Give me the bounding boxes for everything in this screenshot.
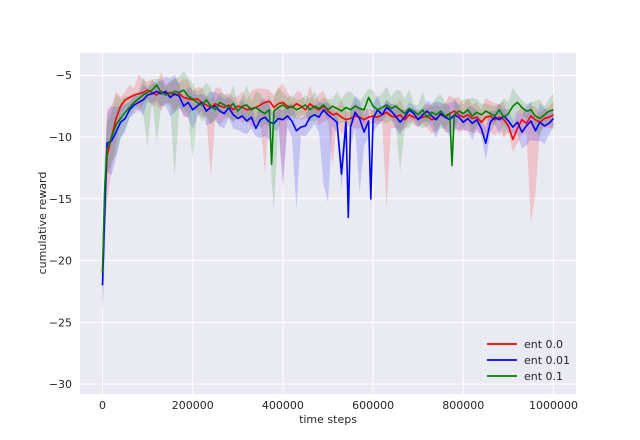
legend-label: ent 0.1 (524, 370, 563, 383)
x-tick-label: 1000000 (529, 399, 578, 412)
band-ent-0-01 (102, 74, 554, 315)
series-line-ent-0-01 (101, 90, 555, 286)
series-line-ent-0-1 (101, 84, 554, 273)
y-tick-label: −5 (56, 69, 72, 82)
x-axis-label: time steps (299, 413, 357, 426)
y-tick-labels: −30 −25 −20 −15 −10 −5 (49, 69, 72, 391)
x-tick-label: 600000 (352, 399, 394, 412)
y-tick-label: −25 (49, 316, 72, 329)
y-tick-label: −20 (49, 255, 72, 268)
y-tick-label: −15 (49, 193, 72, 206)
y-tick-label: −10 (49, 131, 72, 144)
x-tick-label: 400000 (262, 399, 304, 412)
x-tick-labels: 0 200000 400000 600000 800000 1000000 (99, 399, 578, 412)
legend-label: ent 0.01 (524, 354, 570, 367)
x-tick-label: 800000 (442, 399, 484, 412)
x-tick-label: 0 (99, 399, 106, 412)
grid (80, 53, 576, 394)
y-tick-label: −30 (49, 378, 72, 391)
series-lines (101, 84, 555, 286)
y-axis-label: cumulative reward (36, 172, 49, 275)
legend: ent 0.0 ent 0.01 ent 0.1 (487, 338, 570, 383)
x-tick-label: 200000 (172, 399, 214, 412)
legend-label: ent 0.0 (524, 338, 563, 351)
